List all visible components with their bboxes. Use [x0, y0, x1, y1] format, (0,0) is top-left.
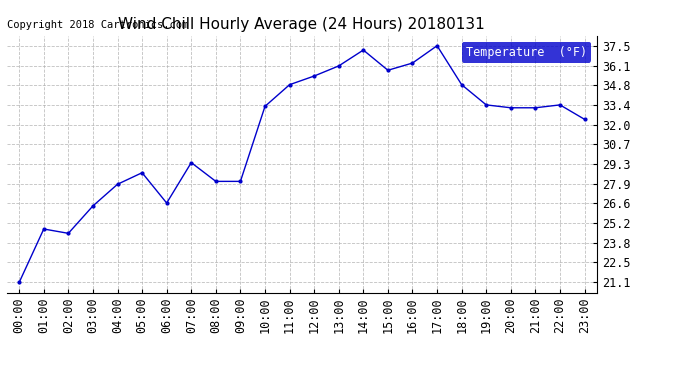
- Title: Wind Chill Hourly Average (24 Hours) 20180131: Wind Chill Hourly Average (24 Hours) 201…: [119, 16, 485, 32]
- Legend: Temperature  (°F): Temperature (°F): [462, 42, 591, 63]
- Text: Copyright 2018 Cartronics.com: Copyright 2018 Cartronics.com: [7, 21, 188, 30]
